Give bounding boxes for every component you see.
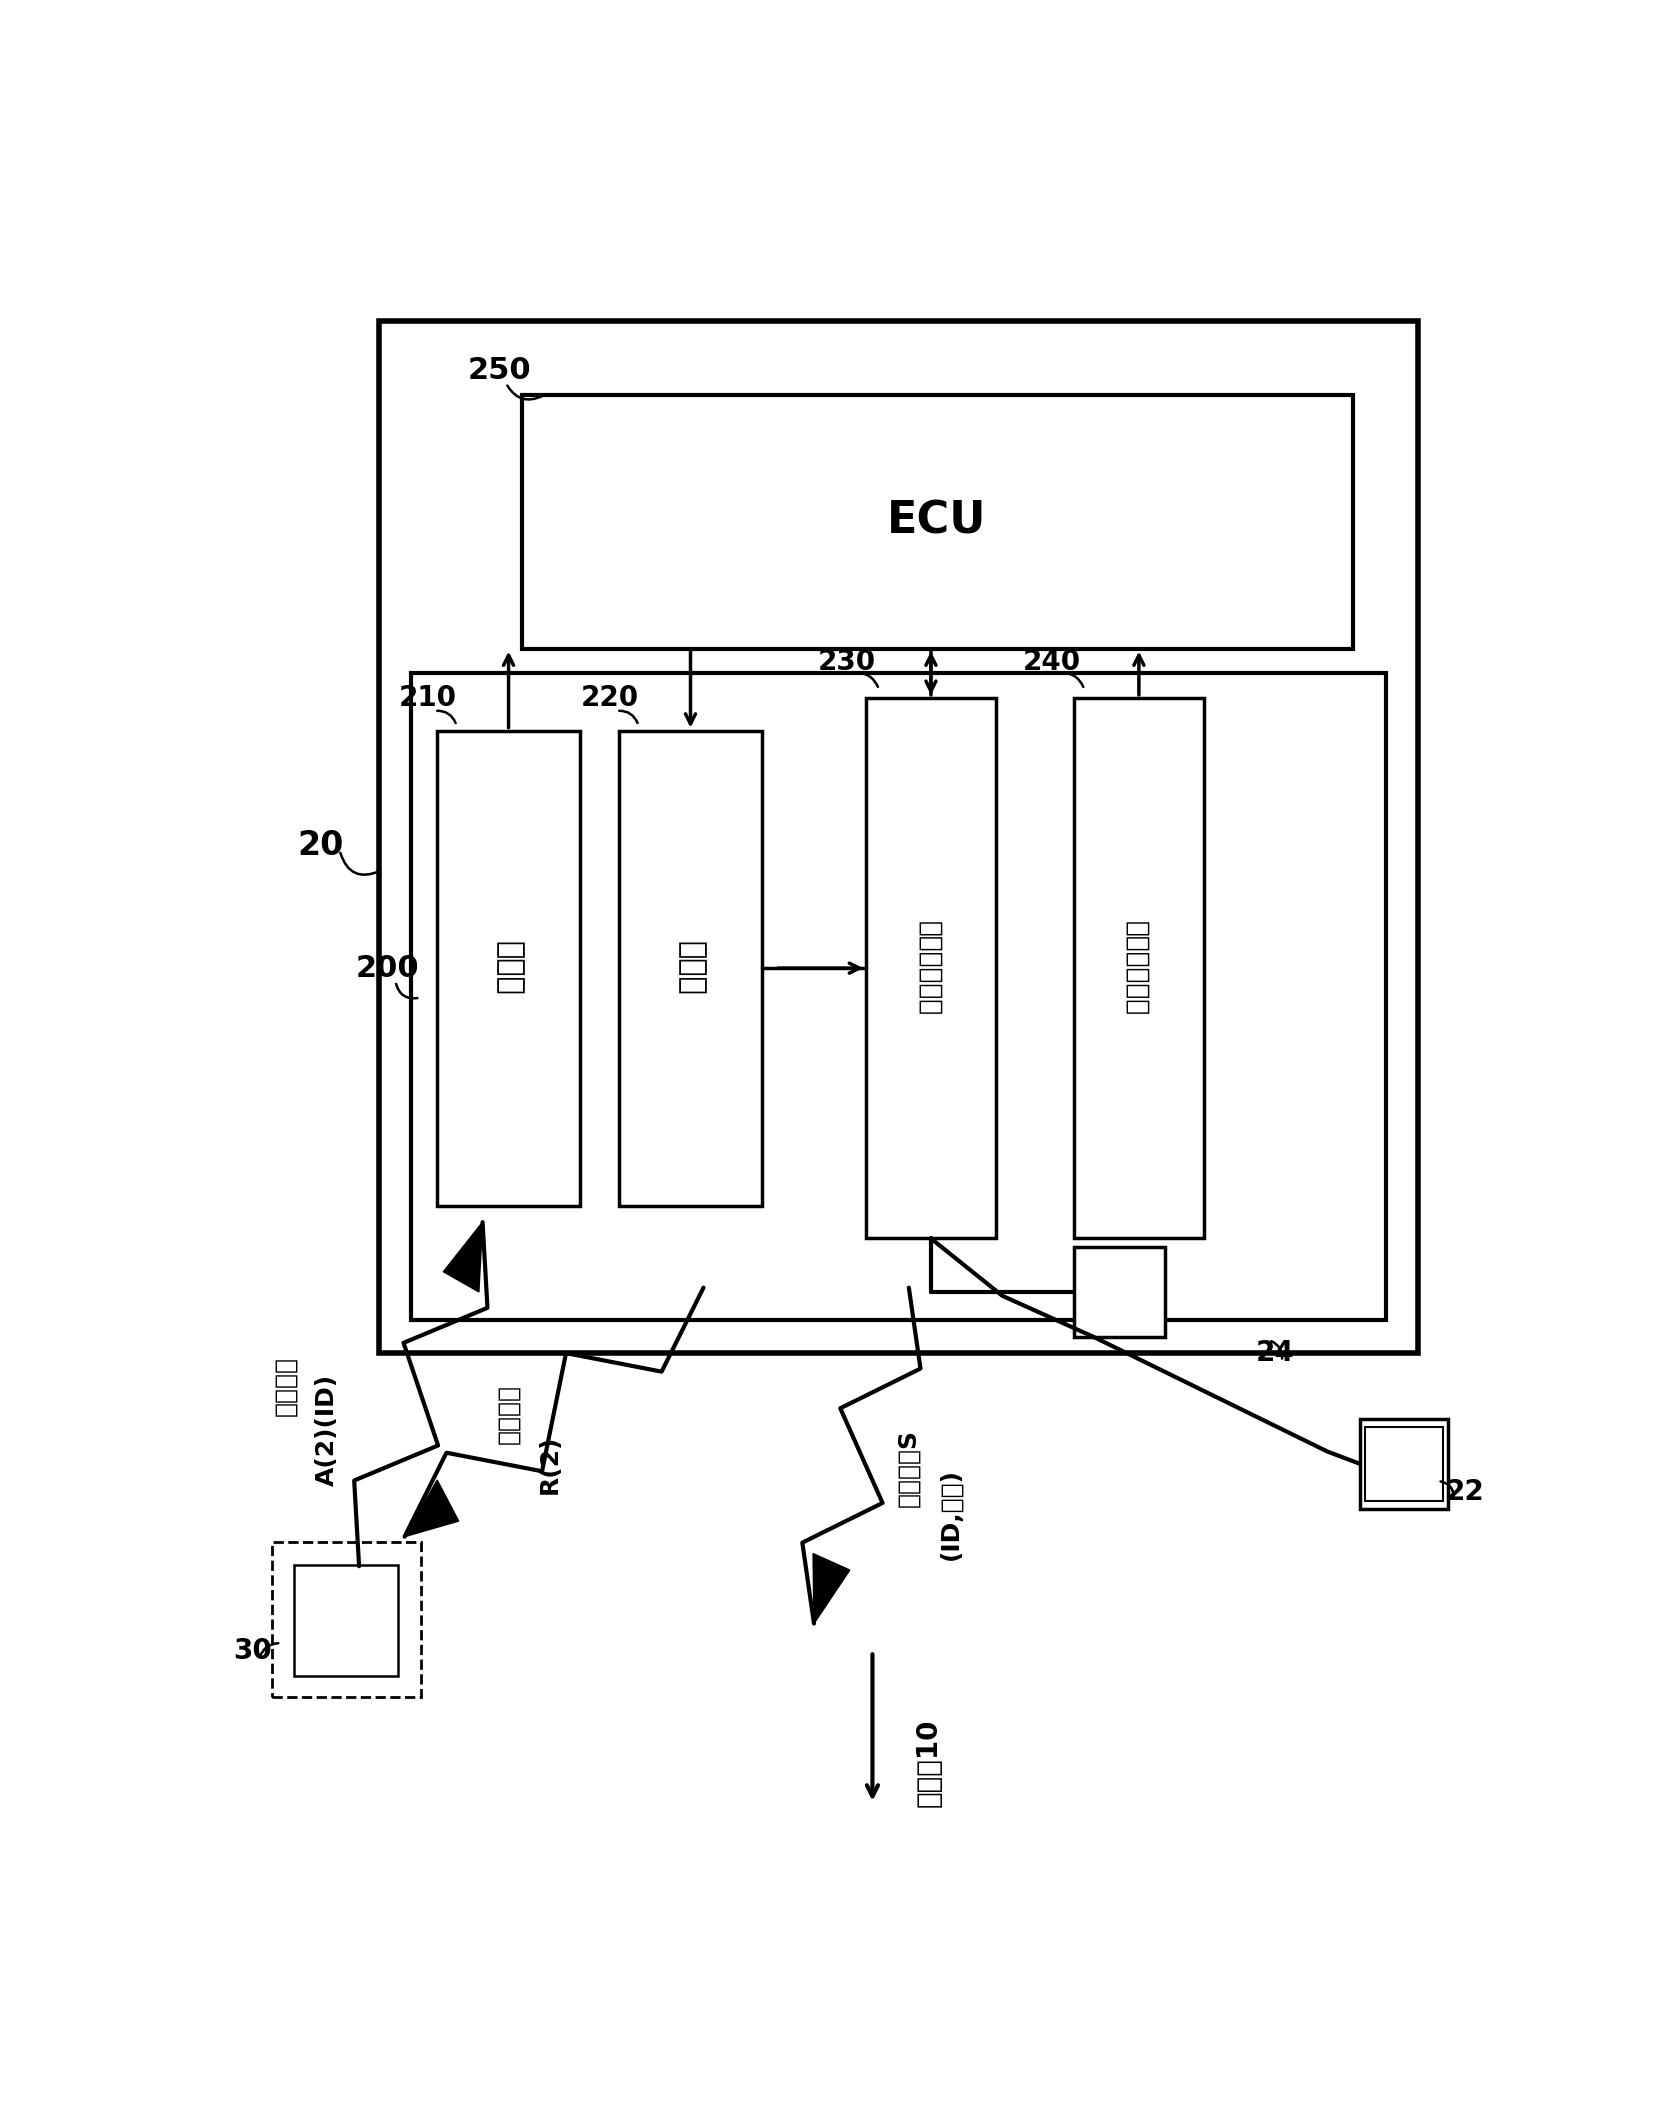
Bar <box>522 394 1353 649</box>
Polygon shape <box>404 1481 459 1536</box>
Text: 30: 30 <box>233 1636 272 1666</box>
Polygon shape <box>813 1553 850 1624</box>
Bar <box>1073 1247 1166 1336</box>
Text: 230: 230 <box>817 647 875 677</box>
Text: 向车轨10: 向车轨10 <box>914 1719 942 1807</box>
Text: ECU: ECU <box>887 500 986 543</box>
Text: R(2): R(2) <box>538 1434 562 1494</box>
Bar <box>379 321 1419 1353</box>
Bar <box>865 698 996 1238</box>
Text: A(2)(ID): A(2)(ID) <box>315 1375 339 1485</box>
Bar <box>619 730 761 1207</box>
Text: 响应信号: 响应信号 <box>273 1356 297 1415</box>
Text: 220: 220 <box>580 683 639 711</box>
Text: 250: 250 <box>468 355 532 385</box>
Bar <box>1365 1428 1442 1500</box>
Bar <box>272 1541 421 1698</box>
Text: 接收机: 接收机 <box>495 941 523 996</box>
Text: 22: 22 <box>1446 1479 1484 1507</box>
Bar <box>1360 1419 1449 1509</box>
Text: 200: 200 <box>356 953 419 983</box>
Text: (ID,命令): (ID,命令) <box>939 1468 963 1560</box>
Text: 充电控制装置: 充电控制装置 <box>917 921 942 1015</box>
Text: 组合信号S: 组合信号S <box>897 1428 921 1507</box>
Bar <box>438 730 580 1207</box>
Bar <box>411 672 1385 1319</box>
Text: 请求信号: 请求信号 <box>496 1383 520 1443</box>
Text: 210: 210 <box>399 683 456 711</box>
Bar <box>1073 698 1204 1238</box>
Text: 24: 24 <box>1256 1339 1295 1366</box>
Text: 车位置传感器: 车位置传感器 <box>1124 921 1149 1015</box>
Bar <box>293 1564 397 1677</box>
Text: 发信机: 发信机 <box>676 941 704 996</box>
Polygon shape <box>443 1221 483 1292</box>
Text: 20: 20 <box>297 828 344 862</box>
Text: 240: 240 <box>1023 647 1082 677</box>
